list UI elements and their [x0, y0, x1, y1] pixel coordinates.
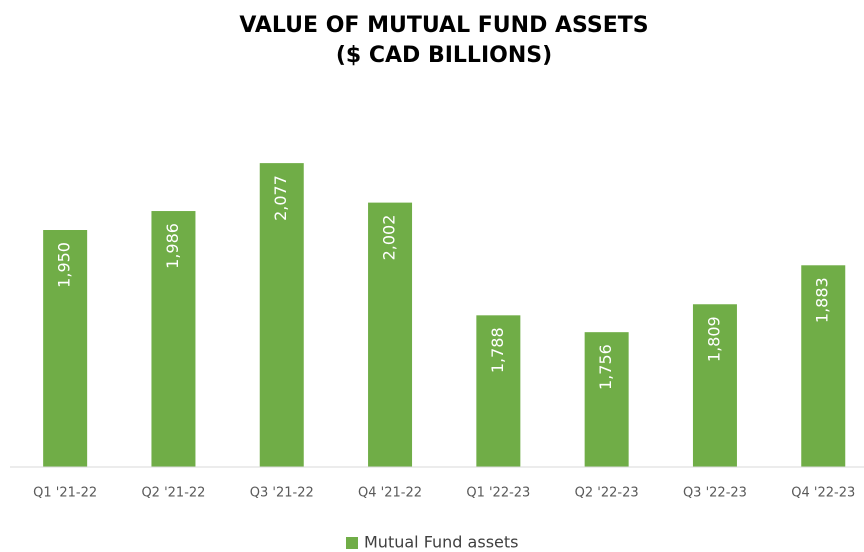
- data-label: 1,756: [596, 344, 615, 390]
- data-label: 2,077: [271, 175, 290, 221]
- data-label: 1,950: [55, 242, 74, 288]
- x-tick-label: Q3 '21-22: [250, 486, 314, 501]
- bar: [801, 265, 846, 467]
- x-tick-label: Q2 '21-22: [141, 486, 205, 501]
- chart-subtitle: ($ CAD BILLIONS): [336, 43, 552, 68]
- bar: [43, 230, 88, 467]
- legend-swatch: [346, 537, 358, 549]
- data-label: 1,883: [813, 277, 832, 323]
- bar: [259, 163, 304, 467]
- data-label: 1,788: [488, 327, 507, 373]
- x-tick-label: Q2 '22-23: [575, 486, 639, 501]
- legend-label: Mutual Fund assets: [364, 533, 518, 552]
- chart-title: VALUE OF MUTUAL FUND ASSETS: [239, 13, 648, 38]
- x-tick-label: Q4 '21-22: [358, 486, 422, 501]
- x-tick-label: Q1 '22-23: [466, 486, 530, 501]
- data-label: 2,002: [380, 215, 399, 261]
- bar: [584, 332, 629, 467]
- x-tick-label: Q1 '21-22: [33, 486, 97, 501]
- bar: [476, 315, 521, 467]
- x-tick-label: Q4 '22-23: [791, 486, 855, 501]
- data-label: 1,986: [163, 223, 182, 269]
- bar: [692, 304, 737, 467]
- bar: [368, 202, 413, 467]
- data-label: 1,809: [704, 316, 723, 362]
- x-tick-label: Q3 '22-23: [683, 486, 747, 501]
- bar: [151, 211, 196, 467]
